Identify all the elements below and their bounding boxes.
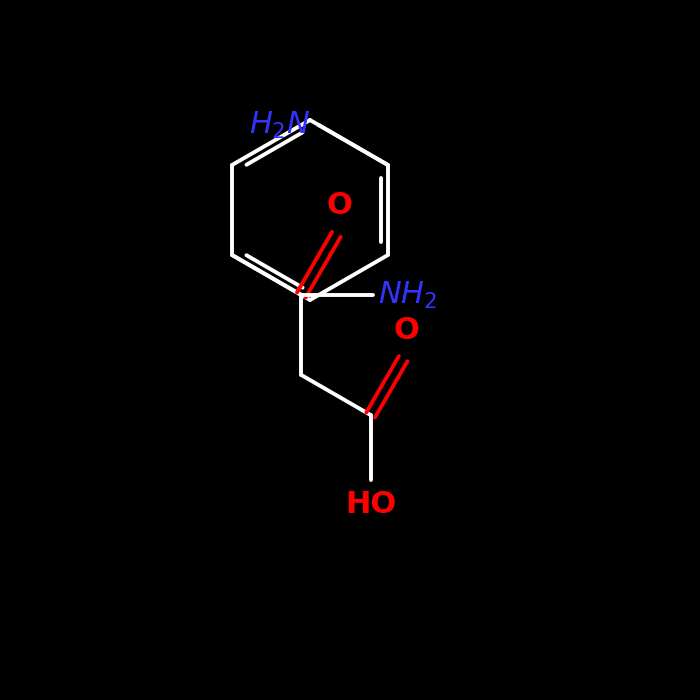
Text: O: O (326, 191, 352, 220)
Text: $H_2N$: $H_2N$ (249, 109, 311, 141)
Text: O: O (393, 316, 419, 344)
Text: $NH_2$: $NH_2$ (378, 279, 438, 311)
Text: HO: HO (345, 490, 396, 519)
